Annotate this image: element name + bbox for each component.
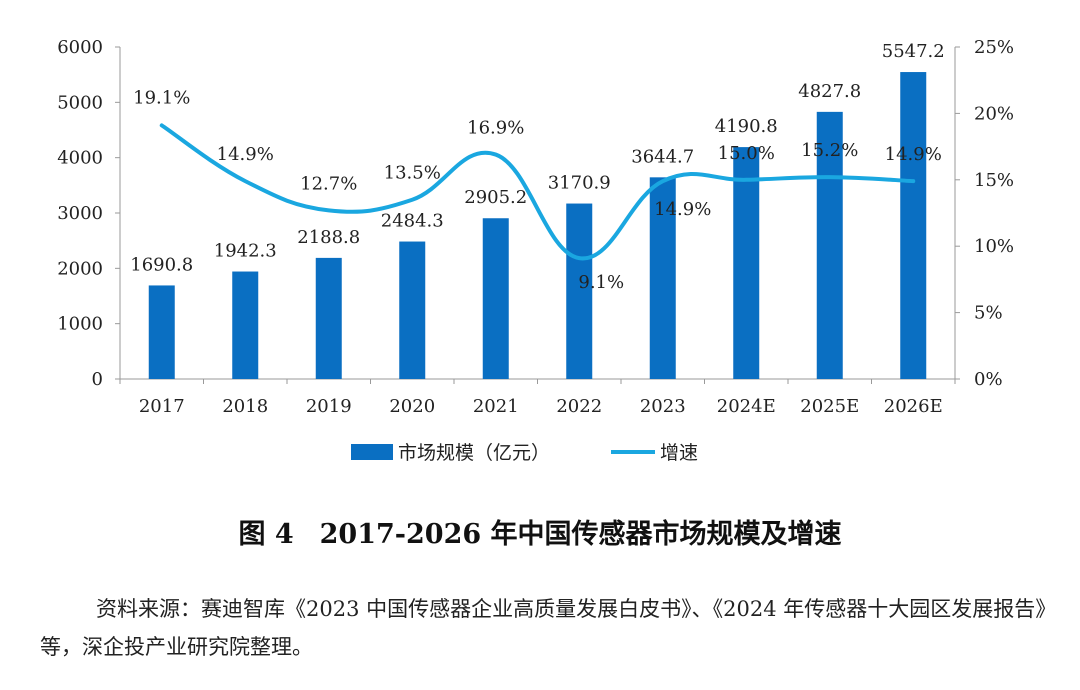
bar — [733, 147, 760, 379]
legend-line-label: 增速 — [660, 442, 698, 464]
bar — [148, 285, 175, 379]
x-tick-label: 2023 — [640, 396, 686, 417]
y-right-tick-label: 20% — [974, 103, 1014, 124]
x-tick-label: 2022 — [556, 396, 602, 417]
line-value-label: 19.1% — [133, 87, 190, 108]
line-value-label: 12.7% — [300, 173, 357, 194]
figure-number: 图 4 — [238, 519, 294, 550]
bar — [900, 72, 927, 379]
legend-bar-swatch — [351, 444, 393, 460]
y-left-tick-label: 4000 — [57, 148, 103, 169]
line-value-label: 16.9% — [467, 118, 524, 139]
bar-value-label: 3644.7 — [631, 146, 694, 167]
bar-value-label: 4827.8 — [798, 81, 861, 102]
legend-bar-label: 市场规模（亿元） — [398, 442, 550, 464]
bar-value-label: 3170.9 — [548, 173, 611, 194]
bar-value-label: 1690.8 — [130, 254, 193, 275]
bar-value-label: 1942.3 — [214, 241, 277, 262]
y-left-tick-label: 1000 — [57, 314, 103, 335]
line-value-label: 14.9% — [654, 199, 711, 220]
growth-line — [159, 123, 916, 261]
x-tick-label: 2021 — [473, 396, 519, 417]
chart: 0 1000 2000 3000 4000 5000 6000 0% 5% 10% 15% 20% 25… — [57, 37, 1014, 464]
bar — [566, 203, 593, 379]
y-right-tick-label: 0% — [974, 369, 1003, 390]
line-value-label: 15.0% — [718, 143, 775, 164]
source-note: 资料来源：赛迪智库《2023 中国传感器企业高质量发展白皮书》、《2024 年传… — [40, 597, 1046, 659]
bar — [649, 177, 676, 379]
x-tick-label: 2024E — [717, 396, 776, 417]
x-tick-label: 2026E — [884, 396, 943, 417]
bar-value-label: 4190.8 — [715, 116, 778, 137]
x-tick-label: 2017 — [139, 396, 185, 417]
x-tick-label: 2019 — [306, 396, 352, 417]
bar-value-label: 2484.3 — [381, 211, 444, 232]
y-left-tick-label: 5000 — [57, 92, 103, 113]
y-left-tick-label: 0 — [92, 369, 103, 390]
bar-value-label: 2905.2 — [464, 187, 527, 208]
x-tick-label: 2020 — [389, 396, 435, 417]
line-value-label: 14.9% — [217, 144, 274, 165]
figure-title: 2017-2026 年中国传感器市场规模及增速 — [319, 519, 842, 550]
y-left-tick-label: 2000 — [57, 258, 103, 279]
line-value-label: 9.1% — [578, 272, 624, 293]
y-left-tick-label: 3000 — [57, 203, 103, 224]
y-right-tick-label: 5% — [974, 303, 1003, 324]
bar-value-label: 5547.2 — [882, 41, 945, 62]
line-value-label: 13.5% — [384, 163, 441, 184]
y-right-tick-label: 10% — [974, 236, 1014, 257]
y-right-tick-label: 25% — [974, 37, 1014, 58]
bar — [315, 257, 342, 379]
bar — [482, 218, 509, 379]
y-right-tick-label: 15% — [974, 170, 1014, 191]
x-tick-label: 2025E — [800, 396, 859, 417]
figure-caption: 图 4 2017-2026 年中国传感器市场规模及增速 — [0, 512, 1080, 551]
y-left-tick-label: 6000 — [57, 37, 103, 58]
bar — [232, 271, 259, 379]
bar — [399, 241, 426, 379]
line-value-label: 15.2% — [801, 140, 858, 161]
bar — [816, 111, 843, 380]
bar-value-label: 2188.8 — [297, 227, 360, 248]
line-value-label: 14.9% — [885, 144, 942, 165]
x-tick-label: 2018 — [222, 396, 268, 417]
